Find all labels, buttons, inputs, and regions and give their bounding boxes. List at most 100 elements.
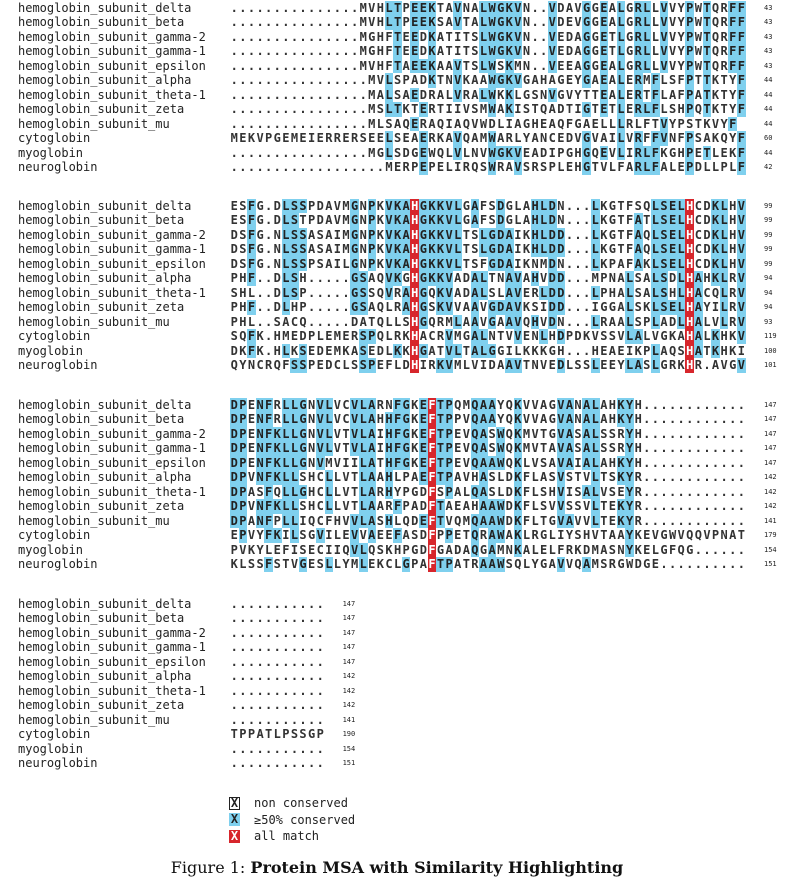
residue: I: [333, 542, 342, 557]
sequence-name: hemoglobin_subunit_delta: [18, 596, 192, 611]
residue: Q: [368, 542, 376, 557]
residue: Q: [230, 358, 238, 372]
residue: T: [393, 58, 402, 73]
residue-count: 99: [764, 230, 773, 239]
residue: V: [651, 528, 659, 542]
residue: L: [479, 329, 488, 344]
residue: V: [513, 285, 523, 300]
residue: L: [590, 227, 600, 242]
sequence-name: hemoglobin_subunit_alpha: [18, 73, 192, 87]
residue: H: [376, 58, 384, 73]
residue: A: [470, 198, 480, 213]
residue: S: [565, 470, 574, 484]
residue: .: [668, 412, 677, 426]
residue: V: [453, 131, 463, 146]
residue: .: [737, 412, 745, 426]
residue: Q: [505, 412, 513, 426]
residue: L: [625, 314, 634, 329]
residue: A: [479, 484, 488, 499]
sequence-name: hemoglobin_subunit_gamma-2: [18, 625, 206, 640]
residue: V: [479, 300, 488, 314]
residue: A: [479, 499, 488, 514]
residue: C: [342, 412, 350, 426]
residue: S: [290, 727, 299, 741]
residue: A: [479, 426, 488, 441]
residue: A: [548, 73, 556, 87]
residue: G: [419, 300, 428, 315]
residue: M: [333, 329, 342, 343]
residue: K: [505, 73, 514, 88]
residue: L: [660, 87, 668, 102]
residue: .: [308, 741, 316, 756]
residue: H: [290, 300, 299, 314]
residue: G: [582, 131, 591, 146]
residue: E: [402, 44, 410, 58]
residue: L: [384, 131, 394, 146]
residue: .: [531, 29, 539, 44]
residue: .: [256, 29, 264, 44]
residue: S: [358, 285, 368, 300]
residue: T: [702, 29, 712, 44]
residue: L: [522, 528, 531, 542]
residue: A: [471, 87, 479, 102]
residue: .: [230, 596, 238, 611]
residue: .: [299, 640, 307, 654]
residue: F: [737, 73, 746, 88]
residue: .: [256, 0, 264, 15]
residue: E: [419, 470, 428, 485]
residue: I: [445, 102, 453, 116]
residue: L: [333, 470, 342, 484]
residue: T: [393, 29, 402, 44]
sequence-residues: ...........: [230, 597, 325, 612]
residue: .: [316, 300, 324, 314]
residue: H: [591, 343, 599, 358]
residue: W: [496, 441, 505, 456]
residue: .: [668, 499, 677, 513]
residue: K: [711, 131, 720, 145]
residue: .: [703, 412, 711, 426]
residue: K: [574, 542, 582, 557]
residue: .: [299, 712, 307, 727]
residue-count: 147: [342, 599, 356, 608]
residue: G: [668, 145, 677, 160]
residue: M: [368, 102, 376, 116]
residue: .: [299, 15, 307, 29]
residue: L: [676, 256, 686, 271]
residue: D: [505, 513, 513, 528]
residue: F: [427, 528, 437, 543]
residue: N: [255, 426, 265, 441]
residue: .: [737, 441, 745, 455]
residue: .: [282, 160, 290, 174]
residue: G: [548, 397, 556, 412]
residue: H: [729, 242, 737, 256]
residue: A: [660, 160, 668, 174]
residue: I: [308, 131, 316, 145]
residue: A: [522, 542, 531, 557]
residue: V: [737, 329, 746, 344]
residue: F: [247, 343, 256, 358]
residue: H: [410, 213, 420, 228]
residue: K: [634, 542, 642, 557]
residue: F: [677, 131, 685, 145]
residue: K: [376, 198, 384, 213]
residue: .: [247, 712, 256, 727]
residue: D: [419, 528, 427, 542]
residue: D: [668, 271, 677, 285]
residue: M: [333, 343, 342, 358]
residue: .: [230, 654, 238, 669]
residue: H: [703, 271, 711, 285]
sequence-name: hemoglobin_subunit_zeta: [18, 300, 185, 314]
residue: M: [342, 198, 350, 213]
residue: L: [608, 160, 617, 174]
residue: .: [677, 484, 685, 499]
residue: T: [608, 102, 617, 116]
residue: L: [393, 358, 402, 372]
residue: .: [729, 412, 737, 426]
residue: Q: [694, 102, 702, 116]
residue: .: [256, 683, 264, 698]
residue: A: [367, 513, 377, 528]
residue: L: [265, 542, 273, 557]
